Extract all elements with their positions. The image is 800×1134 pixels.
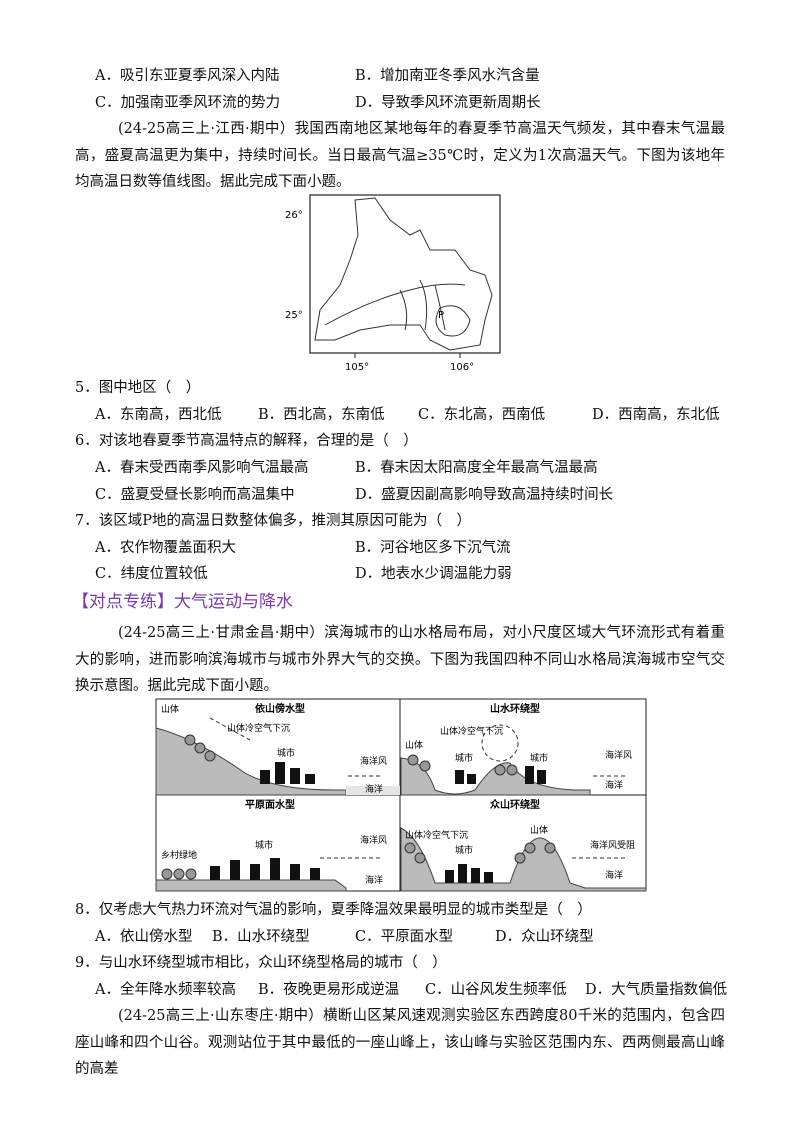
- option: B．河谷地区多下沉气流: [355, 540, 511, 556]
- option: C．盛夏受昼长影响而高温集中: [95, 487, 295, 503]
- diagram-label: 山体: [530, 824, 548, 836]
- point-label: P: [438, 310, 444, 321]
- diagram-label: 城市: [277, 747, 295, 759]
- diagram-label: 山体冷空气下沉: [405, 829, 468, 841]
- passage: (24-25高三上·甘肃金昌·期中）滨海城市的山水格局布局，对小尺度区域大气环流…: [75, 625, 725, 694]
- diagram-label: 海洋风受阻: [590, 839, 635, 851]
- diagram-label: 海洋: [605, 779, 623, 791]
- diagram-label: 山体: [405, 739, 423, 751]
- question: 6．对该地春夏季节高温特点的解释，合理的是（ ）: [75, 433, 418, 449]
- diagram-label: 城市: [530, 752, 548, 764]
- lat-label: 25°: [285, 310, 303, 321]
- option: C．平原面水型: [355, 929, 454, 945]
- option: A．春末受西南季风影响气温最高: [95, 460, 309, 476]
- option: D．众山环绕型: [495, 929, 594, 945]
- option: D．大气质量指数偏低: [585, 982, 728, 998]
- option: B．夜晚更易形成逆温: [258, 982, 400, 998]
- panel-title: 依山傍水型: [255, 702, 305, 715]
- option: C．纬度位置较低: [95, 566, 208, 582]
- passage: (24-25高三上·江西·期中）我国西南地区某地每年的春夏季节高温天气频发，其中…: [75, 121, 725, 190]
- option: A．东南高，西北低: [95, 407, 222, 423]
- diagram-label: 海洋风: [605, 749, 632, 761]
- option: B．春末因太阳高度全年最高气温最高: [355, 460, 598, 476]
- option: A．吸引东亚夏季风深入内陆: [95, 68, 280, 84]
- diagram-label: 城市: [255, 839, 273, 851]
- contour-map: 26° 25° 105° 106° P: [285, 194, 501, 373]
- panel-title: 山水环绕型: [490, 702, 540, 715]
- lon-label: 105°: [345, 362, 369, 373]
- section-heading: 【对点专练】大气运动与降水: [72, 592, 293, 612]
- option: A．依山傍水型: [95, 929, 193, 945]
- option: C．东北高，西南低: [418, 407, 546, 423]
- option: A．农作物覆盖面积大: [95, 540, 236, 556]
- panel-title: 平原面水型: [245, 798, 295, 811]
- diagram-label: 海洋风: [360, 834, 387, 846]
- option: D．盛夏因副高影响导致高温持续时间长: [355, 487, 614, 503]
- passage: (24-25高三上·山东枣庄·期中）横断山区某风速观测实验区东西跨度80千米的范…: [75, 1008, 725, 1077]
- diagram-label: 乡村绿地: [161, 849, 197, 861]
- option: D．地表水少调温能力弱: [355, 566, 512, 582]
- diagram: 山体 依山傍水型 山体冷空气下沉 城市 海洋风 海洋 山水环绕型 山体 山体冷空…: [155, 698, 647, 892]
- option: B．西北高，东南低: [258, 407, 385, 423]
- option: D．西南高，东北低: [592, 407, 720, 423]
- option: B．山水环绕型: [212, 929, 310, 945]
- option: C．加强南亚季风环流的势力: [95, 95, 281, 111]
- diagram-label: 山体冷空气下沉: [440, 725, 503, 737]
- diagram-label: 城市: [455, 752, 473, 764]
- lat-label: 26°: [285, 210, 303, 221]
- diagram-label: 山体: [161, 703, 179, 715]
- diagram-label: 山体冷空气下沉: [227, 722, 290, 734]
- diagram-label: 海洋: [365, 874, 383, 886]
- option: B．增加南亚冬季风水汽含量: [355, 68, 540, 84]
- lon-label: 106°: [450, 362, 474, 373]
- option: C．山谷风发生频率低: [425, 982, 567, 998]
- question: 5．图中地区（ ）: [75, 380, 201, 396]
- option: A．全年降水频率较高: [95, 982, 236, 998]
- panel-title: 众山环绕型: [490, 798, 540, 811]
- option: D．导致季风环流更新周期长: [355, 95, 541, 111]
- diagram-label: 海洋: [365, 783, 383, 795]
- question: 7．该区域P地的高温日数整体偏多，推测其原因可能为（ ）: [75, 513, 471, 529]
- question: 9．与山水环绕型城市相比，众山环绕型格局的城市（ ）: [75, 955, 447, 971]
- diagram-label: 海洋: [605, 869, 623, 881]
- question: 8．仅考虑大气热力环流对气温的影响，夏季降温效果最明显的城市类型是（ ）: [75, 902, 592, 918]
- diagram-label: 城市: [455, 844, 473, 856]
- diagram-label: 海洋风: [360, 755, 387, 767]
